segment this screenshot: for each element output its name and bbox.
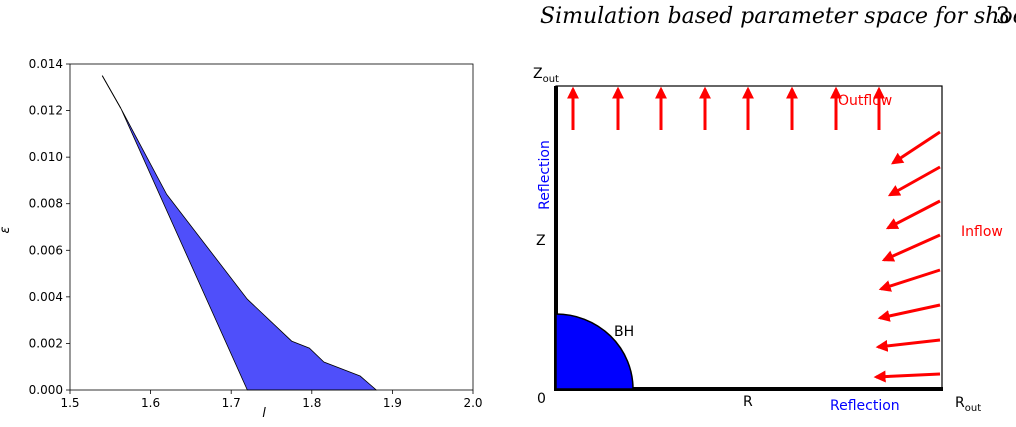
- y-tick-label: 0.012: [29, 104, 63, 118]
- outflow-label: Outflow: [838, 93, 892, 109]
- y-tick-label: 0.000: [29, 383, 63, 397]
- origin-label: 0: [537, 391, 546, 407]
- x-tick-label: 1.7: [222, 396, 241, 410]
- inflow-arrow: [890, 130, 941, 165]
- y-tick-label: 0.002: [29, 336, 63, 350]
- y-tick-label: 0.004: [29, 290, 63, 304]
- z-out-main: Z: [533, 66, 543, 82]
- x-tick-label: 1.8: [302, 396, 321, 410]
- x-tick-label: 1.9: [383, 396, 402, 410]
- running-header: Simulation based parameter space for sho…: [540, 4, 1016, 38]
- x-tick-label: 1.6: [141, 396, 160, 410]
- y-tick-label: 0.008: [29, 197, 63, 211]
- inflow-label: Inflow: [961, 224, 1003, 240]
- running-title: Simulation based parameter space for sho…: [540, 4, 1016, 29]
- inflow-arrow: [881, 233, 941, 262]
- inflow-arrows: [873, 130, 941, 383]
- page-number: 3: [996, 4, 1010, 29]
- parameter-space-chart: 1.5 1.6 1.7 1.8 1.9 2.0 0.0000.0020.0040.0060…: [0, 57, 483, 421]
- z-out-label: Zout: [533, 66, 559, 85]
- parameter-region-fill: [101, 75, 378, 391]
- z-axis-label: Z: [536, 233, 546, 249]
- left-reflection-label: Reflection: [537, 140, 553, 210]
- x-axis-ticks: 1.5 1.6 1.7 1.8 1.9 2.0: [60, 390, 483, 410]
- r-axis-label: R: [743, 394, 753, 410]
- inflow-arrow: [887, 165, 941, 197]
- inflow-arrow: [878, 268, 941, 292]
- inflow-arrow: [885, 199, 941, 230]
- simulation-domain-diagram: Zout Rout 0 R Z BH Outflow Inflow Reflec…: [533, 66, 1003, 414]
- inflow-arrow: [873, 370, 941, 383]
- x-tick-label: 2.0: [463, 396, 482, 410]
- outflow-arrows: [567, 86, 885, 130]
- y-tick-label: 0.006: [29, 243, 63, 257]
- x-tick-label: 1.5: [60, 396, 79, 410]
- y-tick-label: 0.014: [29, 57, 63, 71]
- bh-label: BH: [614, 324, 634, 340]
- y-tick-label: 0.010: [29, 150, 63, 164]
- r-out-label: Rout: [955, 395, 981, 414]
- black-hole-shape: [555, 313, 634, 390]
- region-tip-line: [101, 75, 122, 109]
- inflow-arrow: [877, 303, 941, 322]
- y-axis-label: ε: [0, 226, 13, 233]
- plot-frame: [69, 63, 474, 391]
- x-axis-label: l: [262, 406, 266, 421]
- y-axis-ticks: 0.000 0.002 0.004 0.006 0.008 0.010 0.012 0.014: [29, 57, 70, 397]
- bottom-reflection-label: Reflection: [830, 398, 900, 414]
- inflow-arrow: [875, 338, 941, 352]
